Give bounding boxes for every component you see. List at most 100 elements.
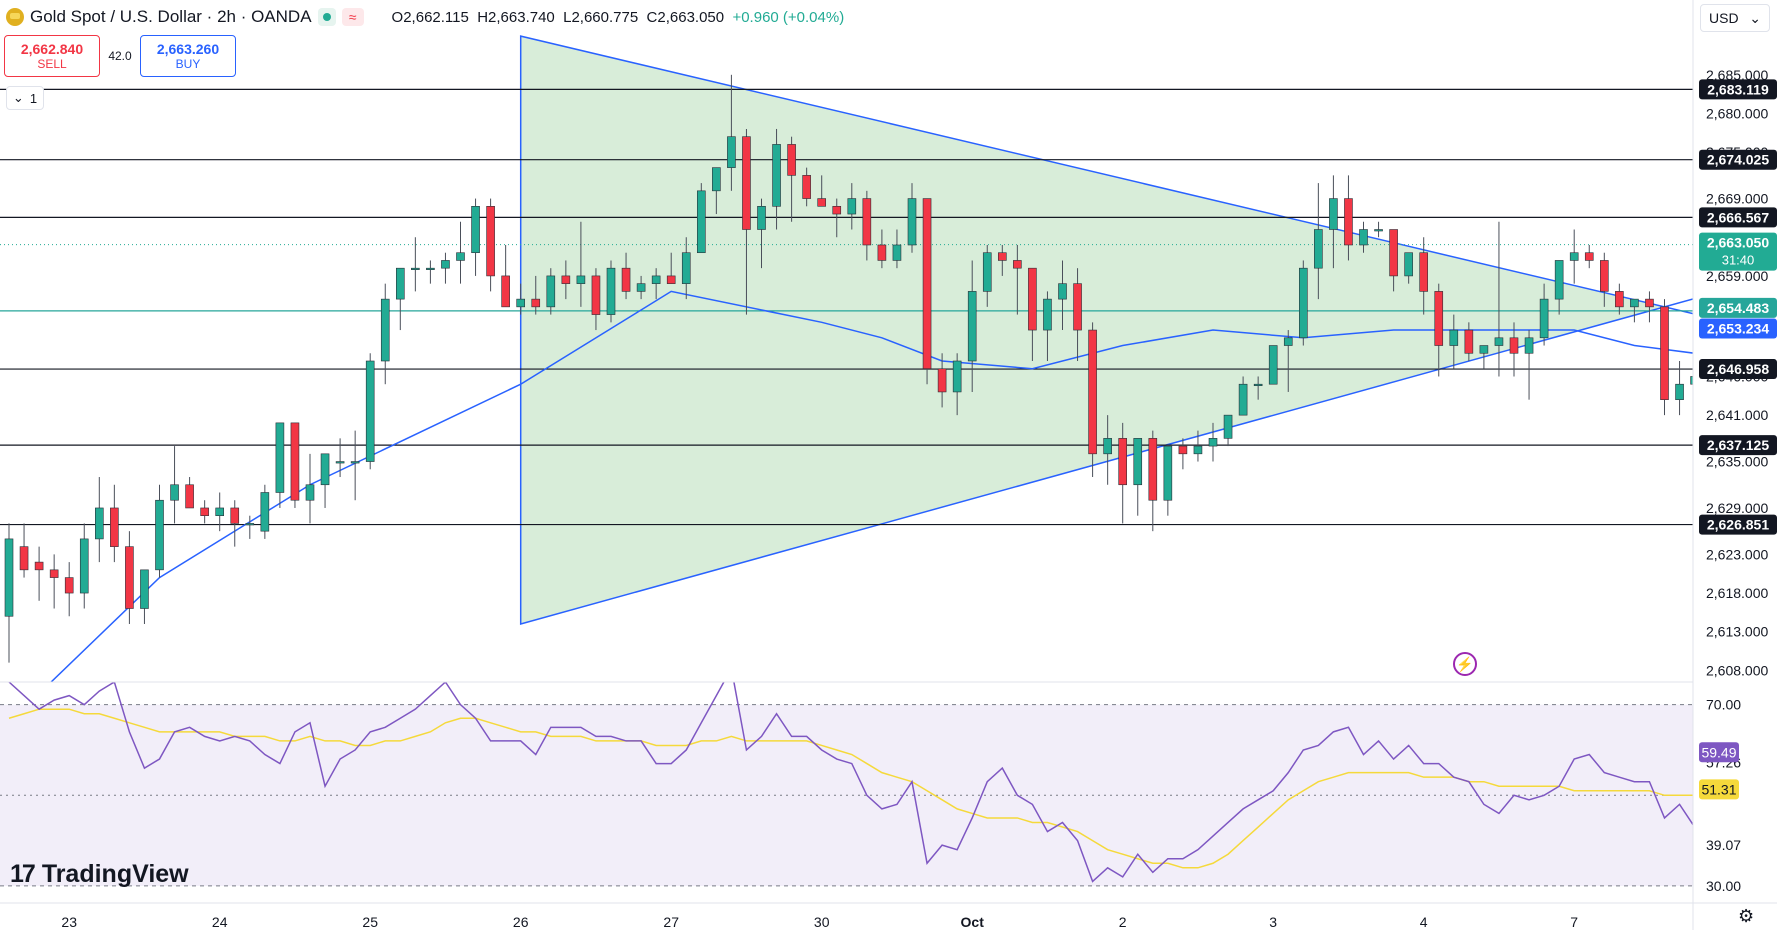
candle-body <box>200 507 209 516</box>
candle <box>681 237 691 300</box>
candle <box>1163 445 1173 516</box>
candle <box>350 430 360 501</box>
lightning-icon[interactable]: ⚡ <box>1453 652 1477 676</box>
price-axis-tick: 2,669.000 <box>1706 191 1768 207</box>
level-price-tag <box>1699 514 1777 535</box>
high-label: H <box>477 8 489 26</box>
candle-body <box>1253 383 1263 387</box>
candle-body <box>335 461 345 464</box>
candle-body <box>802 175 811 199</box>
candle-body <box>576 275 586 284</box>
candle-body <box>1088 329 1097 455</box>
quantity-selector[interactable]: ⌄ 1 <box>6 86 44 110</box>
time-axis-tick: 7 <box>1570 914 1578 930</box>
candle <box>1028 267 1037 361</box>
candle-body <box>365 360 375 462</box>
candle <box>817 175 827 207</box>
time-axis-tick: 2 <box>1119 914 1127 930</box>
trade-panel: 2,662.840 SELL 42.0 2,663.260 BUY <box>4 35 236 77</box>
candle-body <box>1615 291 1624 308</box>
candle-body <box>140 569 149 609</box>
level-price-label: 2,683.119 <box>1707 81 1769 97</box>
buy-price: 2,663.260 <box>156 41 220 57</box>
buy-button[interactable]: 2,663.260 BUY <box>140 35 236 77</box>
price-axis-tick: 2,613.000 <box>1706 624 1768 640</box>
candle <box>1344 175 1353 261</box>
candle-body <box>1690 376 1693 385</box>
candle-body <box>727 136 736 168</box>
candle <box>1148 430 1158 532</box>
candle <box>1058 260 1067 331</box>
candle <box>1600 252 1609 307</box>
candle <box>170 446 179 524</box>
candle <box>802 167 811 207</box>
candle-body <box>817 198 827 207</box>
settings-gear-icon[interactable]: ⚙ <box>1738 906 1755 926</box>
candle-body <box>1028 267 1037 331</box>
level-price-label: 2,654.483 <box>1707 300 1769 316</box>
candle <box>1630 298 1639 323</box>
candle <box>757 198 766 269</box>
candle-body <box>681 252 691 284</box>
candle <box>1299 260 1308 346</box>
candle <box>1043 291 1052 361</box>
candle-body <box>19 546 29 571</box>
rsi-value-label: 59.49 <box>1701 744 1736 760</box>
candle <box>877 229 887 269</box>
candle <box>1208 422 1218 462</box>
data-delay-icon: ≈ <box>341 8 364 26</box>
candle <box>1088 322 1097 478</box>
candle <box>335 438 345 478</box>
candle <box>95 477 104 563</box>
gold-coin-icon <box>6 8 24 26</box>
level-price-tag <box>1699 149 1777 170</box>
candle <box>486 198 495 292</box>
candle-body <box>64 577 74 594</box>
candle-body <box>862 198 872 246</box>
sell-button[interactable]: 2,662.840 SELL <box>4 35 100 77</box>
candle <box>666 252 676 284</box>
rsi-axis-tick: 30.00 <box>1706 878 1741 894</box>
symbol-title[interactable]: Gold Spot / U.S. Dollar · 2h · OANDA <box>30 7 312 26</box>
ohlc-readout: O2,662.115 H2,663.740 L2,660.775 C2,663.… <box>392 9 845 26</box>
candle <box>1615 283 1624 315</box>
candle-body <box>1043 298 1052 331</box>
candle <box>862 190 872 261</box>
triangle-lower-trendline <box>1664 298 1693 308</box>
candle <box>1268 345 1278 385</box>
candle-body <box>1163 445 1173 501</box>
candle <box>696 183 706 254</box>
candle-body <box>952 360 962 393</box>
currency-select[interactable]: USD ⌄ <box>1700 4 1770 32</box>
candle-body <box>666 275 676 284</box>
candle-body <box>531 298 541 308</box>
candle-body <box>712 167 721 192</box>
candle <box>636 275 646 300</box>
candle <box>1359 221 1368 253</box>
currency-value: USD <box>1709 10 1739 26</box>
candle <box>230 500 240 547</box>
candle <box>967 260 977 392</box>
candle-body <box>787 144 796 176</box>
quantity-value: 1 <box>29 90 38 106</box>
level-price-tag <box>1699 207 1777 228</box>
level-price-label: 2,674.025 <box>1707 152 1769 168</box>
candle <box>1675 361 1684 416</box>
candle <box>606 260 616 323</box>
candle <box>456 221 465 284</box>
candle <box>380 283 390 385</box>
candle-body <box>215 507 224 516</box>
candle <box>1449 314 1459 369</box>
candle <box>140 569 149 624</box>
candle-body <box>471 206 480 254</box>
level-price-tag <box>1699 359 1777 380</box>
candle <box>546 268 556 315</box>
price-axis-tick: 2,618.000 <box>1706 585 1768 601</box>
tradingview-logo[interactable]: 17 TradingView <box>10 860 189 889</box>
candle <box>155 484 164 578</box>
close-value: 2,663.050 <box>657 8 725 26</box>
candle-body <box>1299 267 1308 339</box>
price-axis-tick: 2,629.000 <box>1706 500 1768 516</box>
candle <box>1103 415 1112 485</box>
